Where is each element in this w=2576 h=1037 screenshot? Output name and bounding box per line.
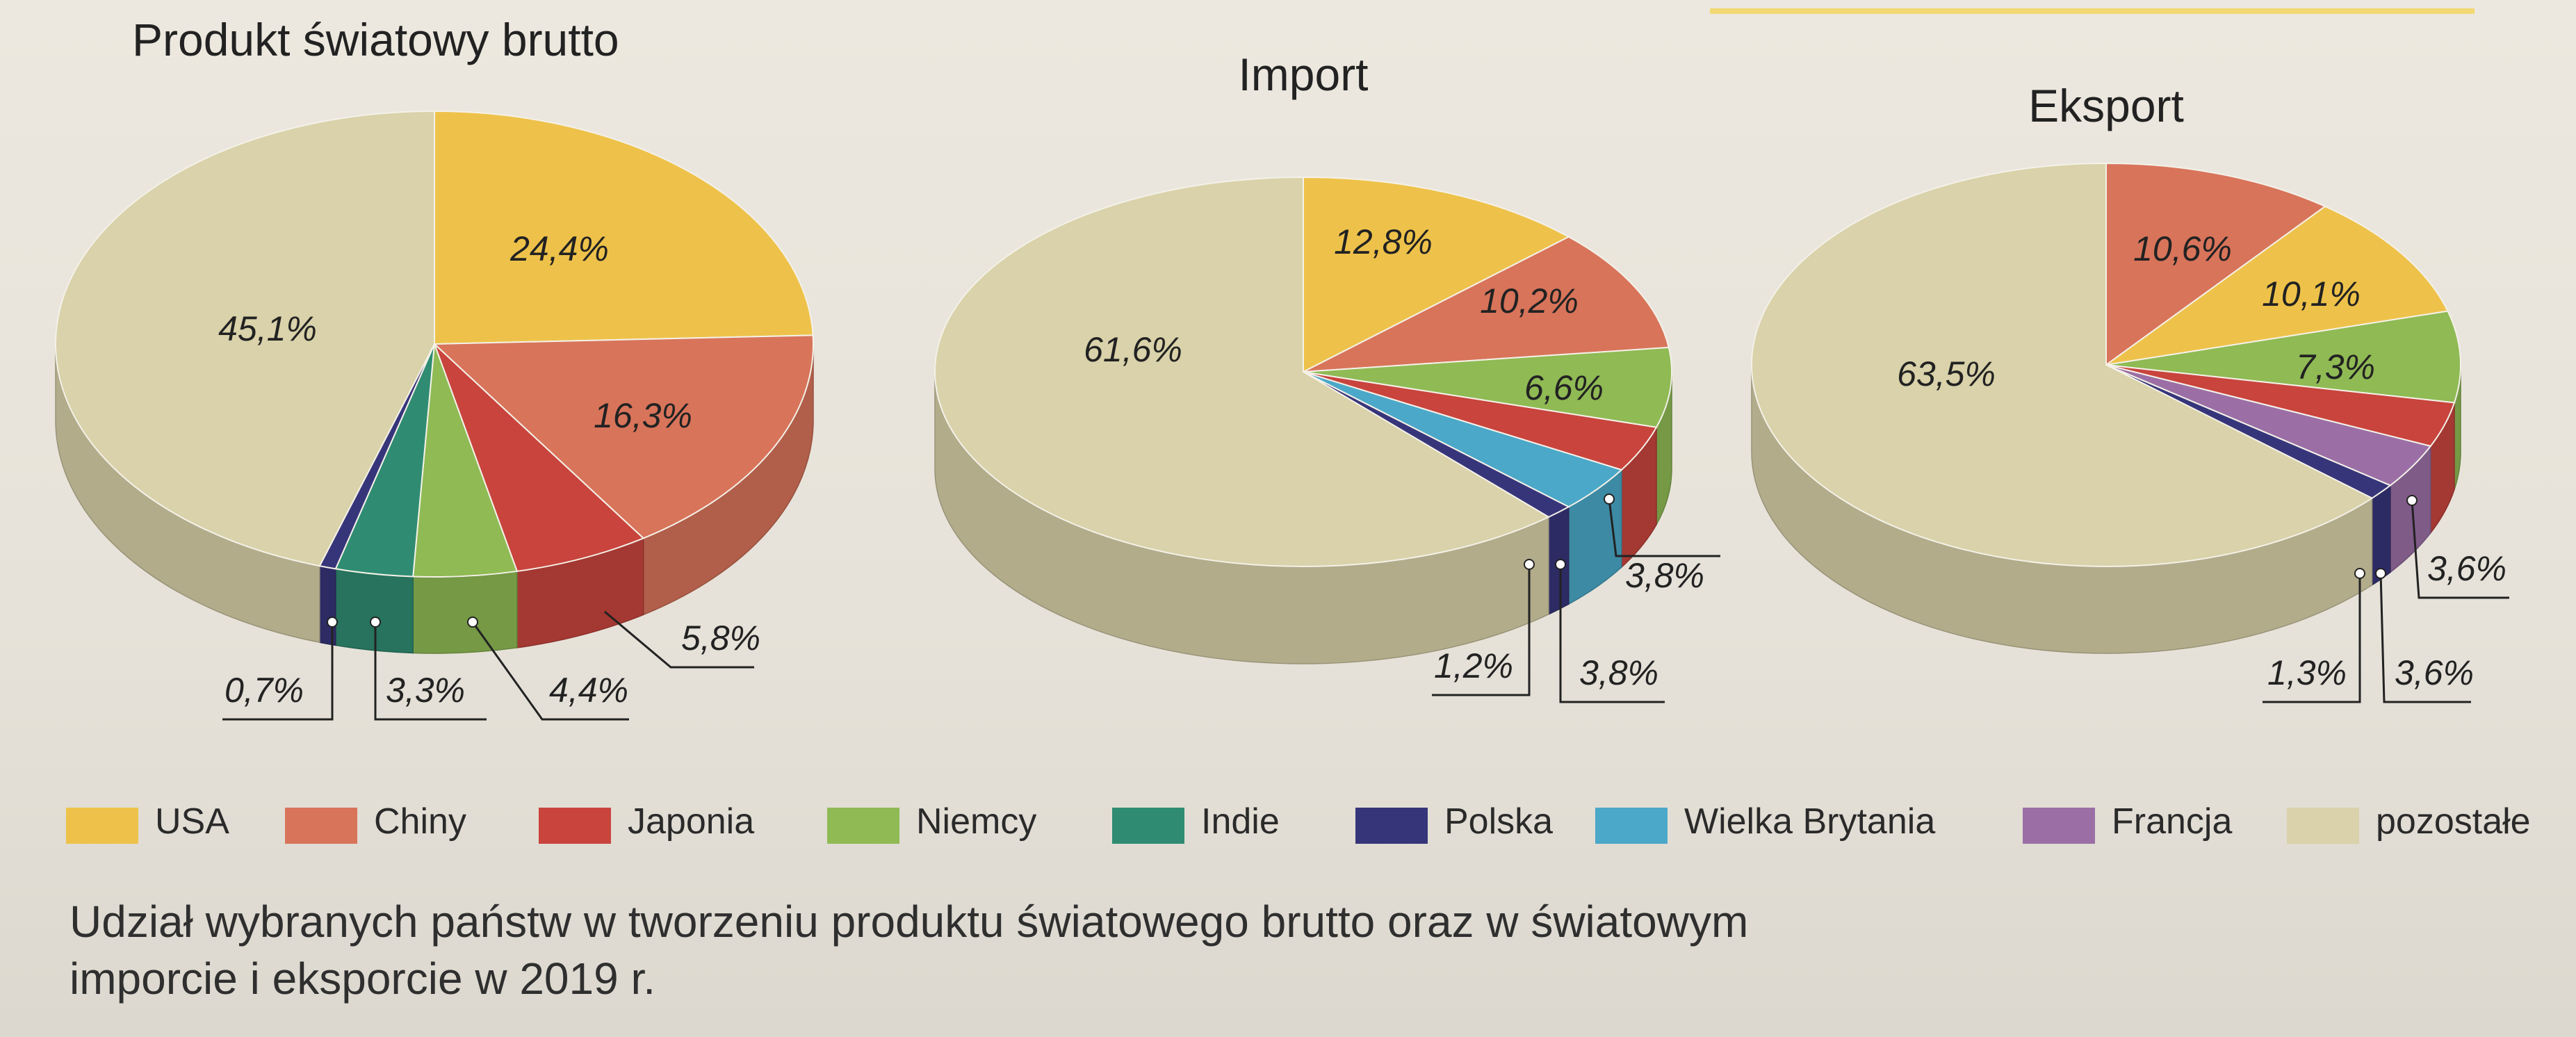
slice-usa xyxy=(434,110,814,345)
slice-niemcy xyxy=(1303,346,1672,428)
chart-title: Eksport xyxy=(2028,80,2184,131)
callout-label-polska: 1,3% xyxy=(2267,653,2347,692)
leader-line-indie xyxy=(374,622,487,721)
legend-swatch xyxy=(285,808,357,844)
pie-charts: Produkt światowy brutto 24,4% 16,3% 45,1% 5,… xyxy=(55,14,2509,721)
chart-gdp: Produkt światowy brutto 24,4% 16,3% 45,1% 5,… xyxy=(55,14,814,721)
leader-dot-polska xyxy=(1524,559,1535,570)
slice-pozostale xyxy=(934,176,1551,567)
slice-label-pozostale: 45,1% xyxy=(218,309,317,348)
legend-swatch xyxy=(1595,808,1668,844)
callout-label-polska: 1,2% xyxy=(1434,646,1513,685)
slice-label-chiny: 10,2% xyxy=(1480,281,1579,320)
legend-label: Japonia xyxy=(628,801,755,842)
slice-label-usa: 12,8% xyxy=(1334,222,1433,261)
chart-title: Import xyxy=(1238,49,1368,100)
chart-title: Produkt światowy brutto xyxy=(132,14,619,65)
callout-label-niemcy: 4,4% xyxy=(549,671,628,710)
callout-label-francja: 3,6% xyxy=(2395,653,2474,692)
leader-line-wielka-brytania xyxy=(1559,564,1665,703)
leader-dot-wielka-brytania xyxy=(1555,559,1566,570)
leader-dot-polska xyxy=(2354,568,2365,579)
leader-dot-japonia xyxy=(2406,495,2418,506)
slice-label-pozostale: 63,5% xyxy=(1897,354,1996,393)
pie-tops xyxy=(55,110,814,578)
caption-line-1: Udział wybranych państw w tworzeniu prod… xyxy=(70,897,1749,947)
legend-swatch xyxy=(827,808,899,844)
slice-label-usa: 10,1% xyxy=(2262,275,2361,313)
legend-label: Chiny xyxy=(374,801,466,842)
slice-label-chiny: 16,3% xyxy=(594,396,692,435)
caption-line-2: imporcie i eksporcie w 2019 r. xyxy=(70,954,656,1004)
leader-dot-indie xyxy=(370,617,381,628)
legend-swatch xyxy=(2023,808,2095,844)
slice-pozostale xyxy=(1751,162,2374,567)
slice-label-niemcy: 7,3% xyxy=(2296,348,2375,386)
callout-label-wielka-brytania: 3,8% xyxy=(1579,653,1658,692)
legend-label: USA xyxy=(155,801,229,842)
leader-line-japonia xyxy=(2411,500,2509,599)
chart-export: Eksport 10,6% 10,1% 7,3% 63,5% 3,6% 3,6% 1,3% xyxy=(1751,80,2509,703)
leader-dot-francja xyxy=(2375,568,2386,579)
leader-line-japonia xyxy=(1608,498,1720,557)
slice-chiny xyxy=(2105,162,2327,366)
chart-import: Import 12,8% 10,2% 6,6% 61,6% 3,8% 3,8% 1,2% xyxy=(934,49,1720,703)
slice-japonia xyxy=(434,343,645,573)
pie-tops xyxy=(1751,162,2461,567)
leader-line-francja xyxy=(2379,573,2471,703)
legend-label: pozostałe xyxy=(2376,801,2531,842)
decorative-top-line xyxy=(1710,8,2475,14)
leader-line-polska xyxy=(2263,573,2361,703)
callout-label-indie: 3,3% xyxy=(386,671,465,710)
slice-label-usa: 24,4% xyxy=(510,229,609,268)
legend: USA Chiny Japonia Niemcy Indie Polska Wielka B… xyxy=(66,792,2541,858)
slice-label-chiny: 10,6% xyxy=(2133,229,2232,268)
leader-line-polska xyxy=(1432,564,1531,696)
slice-label-niemcy: 6,6% xyxy=(1524,368,1604,407)
callout-label-japonia: 3,6% xyxy=(2427,549,2506,588)
legend-swatch xyxy=(1112,808,1184,844)
legend-swatch xyxy=(2287,808,2359,844)
legend-swatch xyxy=(66,808,138,844)
slice-usa xyxy=(2105,205,2449,366)
slice-chiny xyxy=(432,334,814,539)
legend-label: Francja xyxy=(2112,801,2233,842)
leader-line-polska xyxy=(222,622,334,721)
slice-usa xyxy=(1303,176,1570,373)
leader-line-japonia xyxy=(604,610,754,669)
slice-chiny xyxy=(1303,236,1670,373)
leader-dot-polska xyxy=(327,617,338,628)
callout-label-japonia: 5,8% xyxy=(681,619,760,658)
callout-label-japonia: 3,8% xyxy=(1625,556,1704,595)
slice-side-niemcy xyxy=(412,571,518,654)
leader-line-niemcy xyxy=(471,621,629,721)
pie-sides xyxy=(1751,364,2461,654)
leader-dot-japonia xyxy=(1604,493,1615,505)
legend-label: Indie xyxy=(1201,801,1280,842)
pie-tops xyxy=(934,176,1672,567)
legend-swatch xyxy=(539,808,611,844)
slice-pozostale xyxy=(55,110,435,567)
figure-caption: Udział wybranych państw w tworzeniu prod… xyxy=(70,893,2294,1007)
legend-label: Niemcy xyxy=(916,801,1037,842)
callout-label-polska: 0,7% xyxy=(225,671,304,710)
slice-niemcy xyxy=(2105,310,2461,404)
legend-label: Wielka Brytania xyxy=(1684,801,1936,842)
legend-swatch xyxy=(1355,808,1428,844)
leader-dot-niemcy xyxy=(467,617,478,628)
legend-label: Polska xyxy=(1444,801,1554,842)
slice-label-pozostale: 61,6% xyxy=(1084,330,1182,369)
